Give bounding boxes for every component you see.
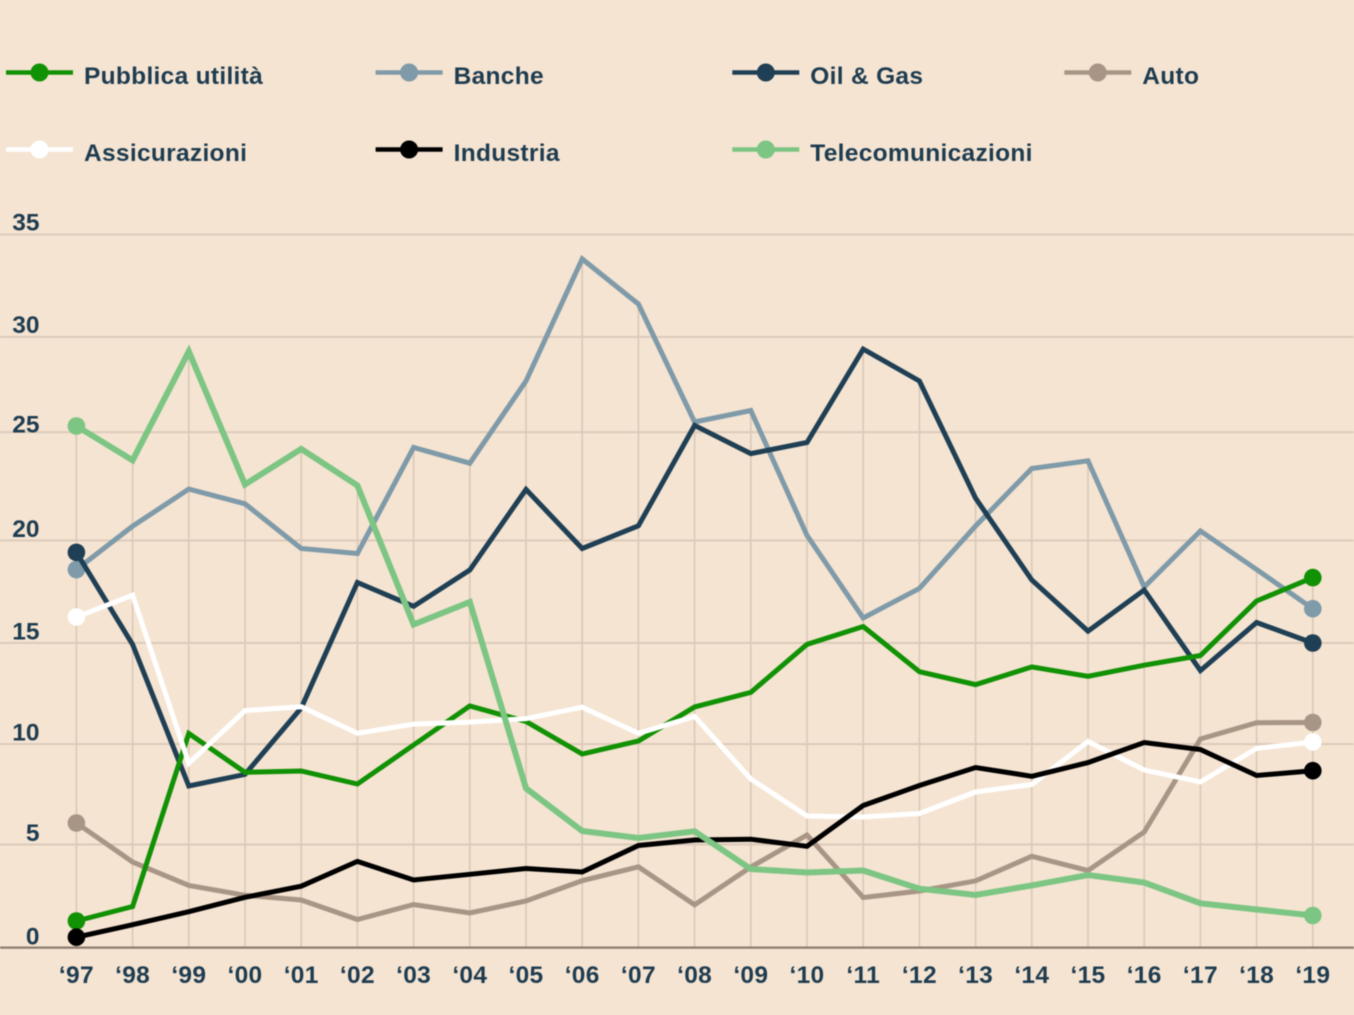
svg-text:‘11: ‘11 [846,962,880,989]
svg-text:‘05: ‘05 [509,962,544,989]
svg-text:Assicurazioni: Assicurazioni [84,140,247,167]
svg-text:Auto: Auto [1142,63,1199,90]
svg-text:‘08: ‘08 [677,962,712,989]
svg-text:‘16: ‘16 [1127,962,1162,989]
svg-text:Industria: Industria [454,140,560,167]
svg-text:Banche: Banche [454,63,544,90]
svg-text:‘01: ‘01 [284,962,319,989]
svg-text:‘97: ‘97 [59,962,94,989]
svg-text:30: 30 [12,312,39,339]
svg-text:‘15: ‘15 [1071,962,1106,989]
svg-text:‘10: ‘10 [790,962,825,989]
svg-text:Pubblica utilità: Pubblica utilità [84,63,263,90]
svg-text:Oil & Gas: Oil & Gas [810,63,923,90]
svg-text:‘19: ‘19 [1295,962,1330,989]
svg-text:15: 15 [12,619,39,646]
svg-text:‘12: ‘12 [902,962,937,989]
svg-text:‘04: ‘04 [452,962,487,989]
svg-text:‘02: ‘02 [340,962,375,989]
svg-text:‘09: ‘09 [733,962,768,989]
svg-text:‘13: ‘13 [958,962,993,989]
svg-text:Telecomunicazioni: Telecomunicazioni [810,140,1032,167]
svg-text:‘98: ‘98 [115,962,150,989]
svg-text:25: 25 [12,412,39,439]
svg-text:20: 20 [12,516,39,543]
svg-text:0: 0 [26,923,40,950]
svg-text:10: 10 [12,720,39,747]
svg-text:‘14: ‘14 [1014,962,1049,989]
svg-text:‘99: ‘99 [171,962,206,989]
svg-text:‘17: ‘17 [1183,962,1218,989]
svg-text:‘18: ‘18 [1239,962,1274,989]
svg-text:‘06: ‘06 [565,962,600,989]
svg-text:35: 35 [12,210,39,237]
svg-text:‘03: ‘03 [396,962,431,989]
svg-text:‘00: ‘00 [228,962,263,989]
svg-text:‘07: ‘07 [621,962,656,989]
svg-text:5: 5 [26,820,40,847]
